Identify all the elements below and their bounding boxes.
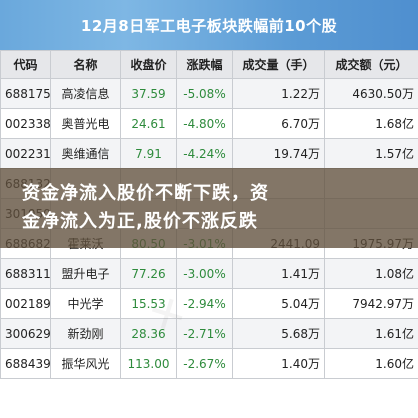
cell-change: -2.67% [176, 348, 233, 379]
cell-change: -4.80% [176, 108, 233, 139]
cell-change: -5.08% [176, 78, 233, 109]
cell-code: 002231 [0, 138, 51, 169]
cell-name: 振华风光 [50, 348, 121, 379]
cell-price: 113.00 [120, 348, 177, 379]
cell-volume: 1.41万 [232, 258, 325, 289]
column-header-amount: 成交额（元） [324, 50, 418, 79]
cell-code: 002338 [0, 108, 51, 139]
page-title: 12月8日军工电子板块跌幅前10个股 [80, 16, 338, 35]
cell-price: 15.53 [120, 288, 177, 319]
cell-price: 7.91 [120, 138, 177, 169]
cell-change: -4.24% [176, 138, 233, 169]
cell-amount: 1.60亿 [324, 348, 418, 379]
cell-volume: 6.70万 [232, 108, 325, 139]
cell-amount: 1.61亿 [324, 318, 418, 349]
cell-volume: 1.22万 [232, 78, 325, 109]
cell-change: -2.71% [176, 318, 233, 349]
table-row: 002338 奥普光电 24.61 -4.80% 6.70万 1.68亿 [0, 108, 418, 139]
table-header-row: 代码 名称 收盘价 涨跌幅 成交量（手） 成交额（元） [0, 50, 418, 79]
cell-amount: 1.57亿 [324, 138, 418, 169]
cell-amount: 4630.50万 [324, 78, 418, 109]
cell-code: 688439 [0, 348, 51, 379]
cell-name: 高凌信息 [50, 78, 121, 109]
table-row: 688439 振华风光 113.00 -2.67% 1.40万 1.60亿 [0, 348, 418, 379]
cell-price: 77.26 [120, 258, 177, 289]
cell-amount: 1.68亿 [324, 108, 418, 139]
cell-amount: 1.08亿 [324, 258, 418, 289]
cell-code: 300629 [0, 318, 51, 349]
cell-price: 24.61 [120, 108, 177, 139]
table-row: 688311 盟升电子 77.26 -3.00% 1.41万 1.08亿 [0, 258, 418, 289]
cell-price: 28.36 [120, 318, 177, 349]
table-row: 300629 新劲刚 28.36 -2.71% 5.68万 1.61亿 [0, 318, 418, 349]
cell-name: 奥普光电 [50, 108, 121, 139]
column-header-code: 代码 [0, 50, 51, 79]
banner-line-2: 金净流入为正,股价不涨反跌 [22, 211, 258, 232]
cell-name: 中光学 [50, 288, 121, 319]
cell-change: -2.94% [176, 288, 233, 319]
cell-code: 002189 [0, 288, 51, 319]
cell-name: 奥维通信 [50, 138, 121, 169]
column-header-volume: 成交量（手） [232, 50, 325, 79]
cell-code: 688175 [0, 78, 51, 109]
column-header-change: 涨跌幅 [176, 50, 233, 79]
title-bar: 12月8日军工电子板块跌幅前10个股 [0, 0, 418, 50]
cell-code: 688311 [0, 258, 51, 289]
column-header-name: 名称 [50, 50, 121, 79]
cell-volume: 5.68万 [232, 318, 325, 349]
cell-amount: 7942.97万 [324, 288, 418, 319]
banner-line-1: 资金净流入股价不断下跌，资 [22, 183, 269, 204]
cell-volume: 1.40万 [232, 348, 325, 379]
table-row: 688175 高凌信息 37.59 -5.08% 1.22万 4630.50万 [0, 78, 418, 109]
cell-name: 盟升电子 [50, 258, 121, 289]
cell-volume: 19.74万 [232, 138, 325, 169]
table-row: 002231 奥维通信 7.91 -4.24% 19.74万 1.57亿 [0, 138, 418, 169]
cell-volume: 5.04万 [232, 288, 325, 319]
table-row: 002189 中光学 15.53 -2.94% 5.04万 7942.97万 [0, 288, 418, 319]
cell-name: 新劲刚 [50, 318, 121, 349]
overlay-banner: 资金净流入股价不断下跌，资 金净流入为正,股价不涨反跌 [0, 168, 418, 248]
column-header-price: 收盘价 [120, 50, 177, 79]
cell-change: -3.00% [176, 258, 233, 289]
cell-price: 37.59 [120, 78, 177, 109]
